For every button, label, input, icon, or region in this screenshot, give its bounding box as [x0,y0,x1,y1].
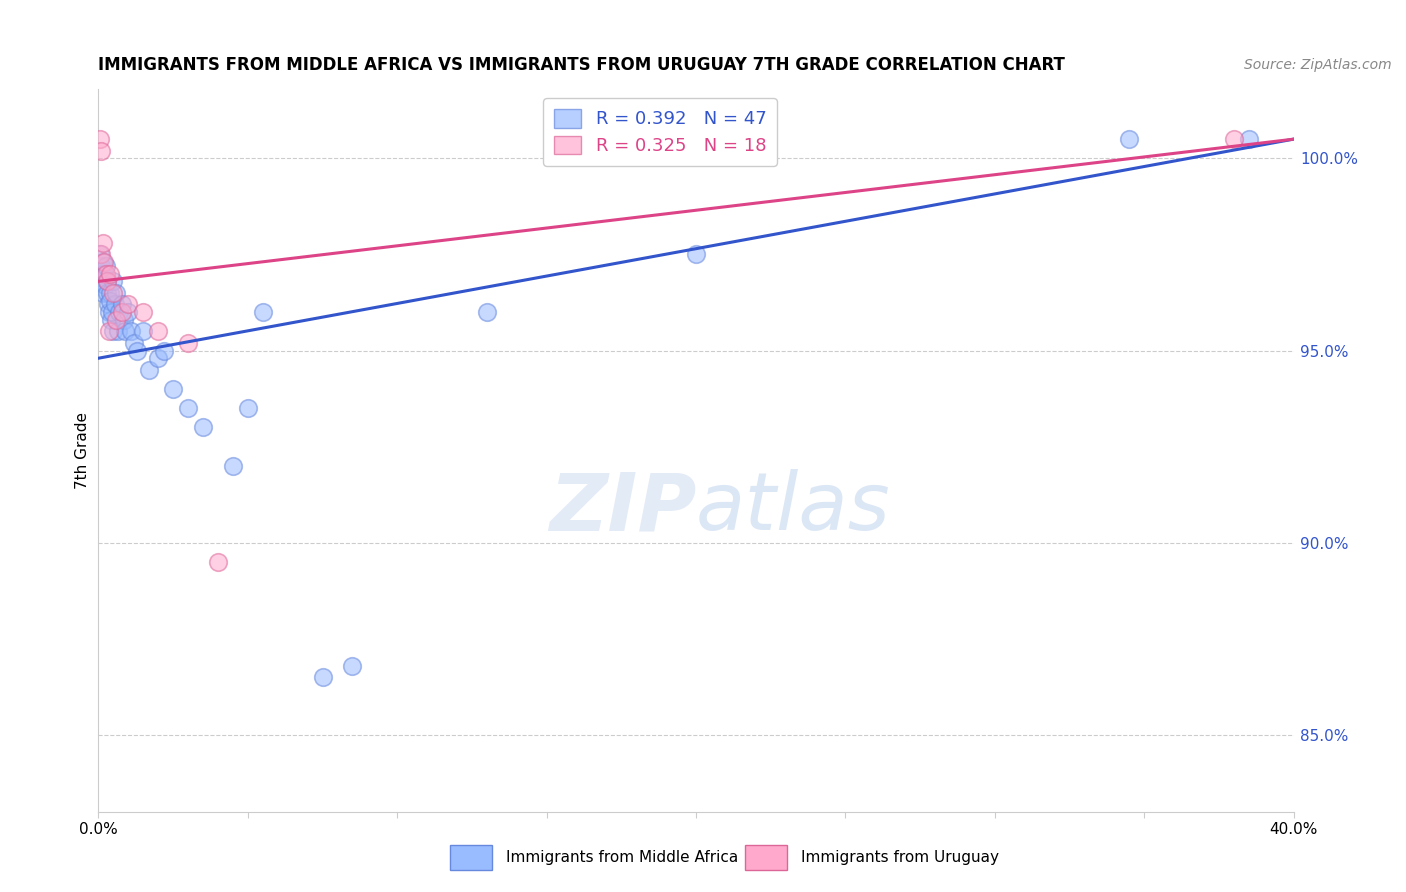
Point [124,335,146,350]
Point [112,313,135,327]
Point [96,274,118,288]
FancyBboxPatch shape [450,846,492,871]
Point [98,267,122,281]
Point [311,670,333,684]
Text: IMMIGRANTS FROM MIDDLE AFRICA VS IMMIGRANTS FROM URUGUAY 7TH GRADE CORRELATION C: IMMIGRANTS FROM MIDDLE AFRICA VS IMMIGRA… [98,56,1066,74]
Legend: R = 0.392   N = 47, R = 0.325   N = 18: R = 0.392 N = 47, R = 0.325 N = 18 [543,98,778,166]
Point [117,305,139,319]
Point [153,343,176,358]
Point [1118,132,1140,146]
Point [89,132,111,146]
Point [91,255,114,269]
Point [114,324,136,338]
Text: atlas: atlas [696,469,891,548]
Point [98,285,121,300]
Point [93,255,115,269]
Point [236,401,259,416]
Point [252,305,274,319]
Point [93,267,115,281]
Point [191,420,214,434]
Point [127,343,149,358]
Point [90,274,112,288]
Point [103,285,125,300]
Point [94,259,117,273]
Text: Immigrants from Uruguay: Immigrants from Uruguay [801,850,1000,865]
Point [148,324,170,338]
Point [104,297,127,311]
Point [97,297,120,311]
Point [132,305,155,319]
Text: Immigrants from Middle Africa: Immigrants from Middle Africa [506,850,738,865]
Point [111,297,134,311]
Point [98,293,122,308]
Point [105,313,128,327]
Point [103,274,125,288]
Point [222,458,245,473]
Point [1223,132,1246,146]
Point [207,555,229,569]
Point [96,274,118,288]
Point [101,305,124,319]
Point [107,324,129,338]
Point [148,351,170,366]
Point [132,324,155,338]
Point [90,144,112,158]
Point [90,247,112,261]
Point [94,267,117,281]
Point [91,267,114,281]
Y-axis label: 7th Grade: 7th Grade [75,412,90,489]
Point [101,324,124,338]
Point [97,305,120,319]
Text: Source: ZipAtlas.com: Source: ZipAtlas.com [1244,58,1392,72]
Point [117,297,139,311]
Point [685,247,707,261]
Point [96,285,118,300]
Point [105,285,128,300]
Text: ZIP: ZIP [548,469,696,548]
Point [475,305,498,319]
Point [610,132,633,146]
Point [93,285,115,300]
Point [1237,132,1260,146]
Point [108,305,131,319]
Point [89,247,111,261]
Point [120,324,142,338]
Point [342,658,364,673]
FancyBboxPatch shape [745,846,787,871]
Point [100,313,122,327]
Point [90,259,112,273]
Point [177,335,200,350]
Point [111,305,134,319]
Point [91,235,114,250]
Point [162,382,184,396]
Point [94,278,117,293]
Point [97,324,120,338]
Point [138,363,160,377]
Point [177,401,200,416]
